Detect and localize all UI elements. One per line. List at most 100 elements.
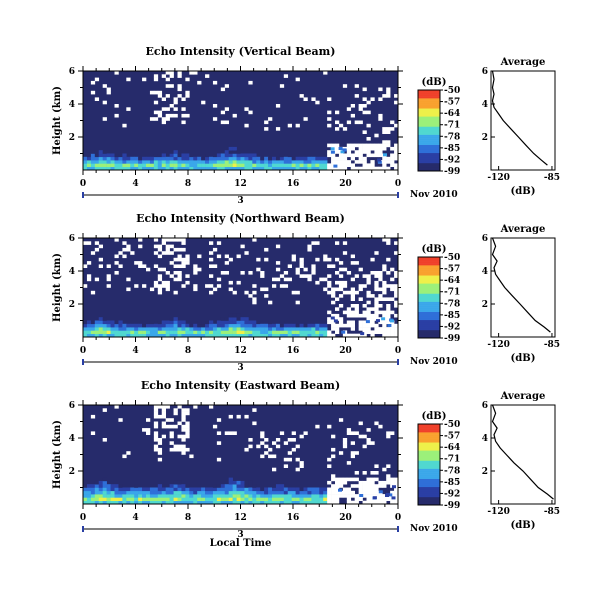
missing-cell bbox=[390, 297, 395, 301]
missing-cell bbox=[358, 160, 363, 164]
missing-cell bbox=[350, 146, 355, 151]
missing-cell bbox=[386, 480, 391, 485]
colorbar-tick-label: -78 bbox=[444, 466, 460, 476]
heatmap-cell bbox=[173, 166, 178, 171]
missing-cell bbox=[126, 451, 131, 455]
missing-cell bbox=[366, 290, 371, 295]
missing-cell bbox=[177, 264, 182, 268]
heatmap-cell bbox=[189, 487, 194, 492]
heatmap-cell bbox=[142, 500, 147, 505]
heatmap-cell bbox=[240, 487, 245, 492]
colorbar-segment bbox=[418, 440, 440, 443]
heatmap-cell bbox=[197, 490, 202, 495]
heatmap-cell bbox=[122, 323, 127, 328]
missing-cell bbox=[342, 241, 348, 245]
heatmap-cell bbox=[287, 497, 292, 501]
colorbar-segment bbox=[418, 293, 440, 296]
heatmap-cell bbox=[216, 323, 222, 328]
missing-cell bbox=[193, 271, 198, 275]
missing-cell bbox=[382, 480, 387, 485]
missing-cell bbox=[370, 500, 375, 505]
heatmap-cell bbox=[130, 497, 135, 501]
missing-cell bbox=[390, 267, 395, 272]
heatmap-cell bbox=[173, 327, 178, 331]
heatmap-cell bbox=[205, 330, 210, 334]
missing-cell bbox=[390, 160, 395, 164]
heatmap-cell bbox=[90, 484, 96, 488]
heatmap-cell bbox=[134, 333, 139, 338]
missing-cell bbox=[185, 434, 190, 439]
heatmap-cell bbox=[181, 500, 186, 505]
missing-cell bbox=[268, 447, 273, 452]
heatmap-cell bbox=[146, 323, 151, 328]
missing-cell bbox=[394, 333, 399, 338]
missing-cell bbox=[374, 327, 379, 331]
colorbar-segment bbox=[418, 500, 440, 504]
heatmap-cell bbox=[86, 323, 92, 328]
missing-cell bbox=[370, 323, 375, 328]
missing-cell bbox=[126, 77, 131, 82]
heatmap-cell bbox=[90, 500, 96, 505]
missing-cell bbox=[378, 87, 383, 92]
missing-cell bbox=[390, 153, 395, 158]
y-axis-label: Height (km) bbox=[52, 86, 63, 155]
missing-cell bbox=[350, 277, 355, 282]
heatmap-cell bbox=[106, 153, 111, 158]
heatmap-cell bbox=[224, 487, 229, 492]
heatmap-cell bbox=[260, 487, 265, 492]
missing-cell bbox=[335, 127, 340, 131]
missing-cell bbox=[102, 100, 107, 105]
colorbar-segment bbox=[418, 92, 440, 95]
missing-cell bbox=[295, 300, 300, 305]
heatmap-cell bbox=[323, 333, 328, 338]
profile-x-tick-label: -85 bbox=[544, 507, 560, 517]
heatmap-cell bbox=[272, 500, 277, 505]
colorbar-segment bbox=[418, 323, 440, 327]
missing-cell bbox=[193, 71, 198, 75]
missing-cell bbox=[342, 323, 348, 328]
missing-cell bbox=[173, 447, 178, 452]
missing-cell bbox=[209, 264, 214, 268]
heatmap-cell bbox=[102, 317, 107, 321]
missing-cell bbox=[275, 267, 281, 272]
heatmap-cell bbox=[279, 484, 285, 488]
heatmap-cell bbox=[252, 487, 257, 492]
missing-cell bbox=[106, 90, 111, 95]
heatmap-cell bbox=[86, 156, 92, 161]
missing-cell bbox=[358, 146, 363, 151]
missing-cell bbox=[161, 421, 166, 426]
heatmap-cell bbox=[165, 160, 170, 164]
heatmap-cell bbox=[138, 333, 143, 338]
missing-cell bbox=[165, 284, 170, 288]
heatmap-cell bbox=[209, 500, 214, 505]
x-tick-label: 0 bbox=[395, 346, 401, 356]
heatmap-cell bbox=[114, 490, 119, 495]
colorbar-segment bbox=[418, 158, 440, 162]
colorbar-segment bbox=[418, 102, 440, 105]
missing-cell bbox=[342, 438, 348, 442]
heatmap-cell bbox=[287, 333, 292, 338]
missing-cell bbox=[157, 113, 163, 118]
missing-cell bbox=[366, 428, 371, 432]
heatmap-cell bbox=[161, 497, 166, 501]
heatmap-cell bbox=[114, 333, 119, 338]
missing-cell bbox=[287, 457, 292, 462]
missing-cell bbox=[327, 500, 332, 505]
missing-cell bbox=[358, 284, 363, 288]
missing-cell bbox=[335, 287, 340, 292]
heatmap-cell bbox=[287, 323, 292, 328]
heatmap-cell bbox=[185, 153, 190, 158]
heatmap-cell bbox=[224, 150, 229, 154]
missing-cell bbox=[153, 251, 159, 255]
heatmap-cell bbox=[205, 166, 210, 171]
heatmap-cell bbox=[240, 160, 245, 164]
heatmap-cell bbox=[224, 163, 229, 167]
heatmap-cell bbox=[391, 496, 396, 500]
missing-cell bbox=[335, 146, 340, 151]
missing-cell bbox=[142, 264, 147, 268]
missing-cell bbox=[193, 405, 198, 409]
heatmap-cell bbox=[169, 497, 174, 501]
heatmap-cell bbox=[106, 333, 111, 338]
missing-cell bbox=[291, 431, 296, 435]
missing-cell bbox=[342, 280, 348, 285]
